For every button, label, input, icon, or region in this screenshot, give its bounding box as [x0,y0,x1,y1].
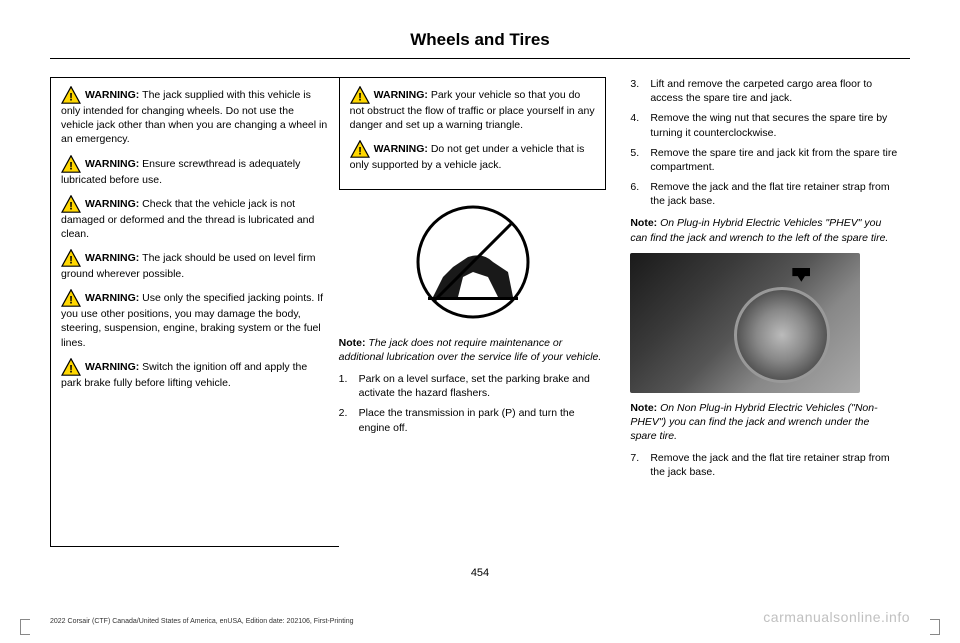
step-item: Remove the jack and the flat tire retain… [630,451,898,479]
warning-item: !WARNING: Use only the specified jacking… [61,289,329,350]
note-label: Note: [630,402,660,414]
warning-triangle-icon: ! [61,195,81,213]
step-item: Remove the jack and the flat tire retain… [630,180,898,208]
warning-triangle-icon: ! [61,358,81,376]
content-columns: !WARNING: The jack supplied with this ve… [50,77,910,547]
warning-triangle-icon: ! [61,155,81,173]
page-edge-mark [930,619,940,635]
warning-label: WARNING: [85,197,142,209]
warning-label: WARNING: [85,252,142,264]
column-3: Lift and remove the carpeted cargo area … [618,77,910,547]
warning-label: WARNING: [85,89,142,101]
warning-item: !WARNING: The jack supplied with this ve… [61,86,329,147]
steps-list: Remove the jack and the flat tire retain… [630,451,898,479]
svg-text:!: ! [69,255,73,267]
svg-text:!: ! [69,363,73,375]
step-item: Park on a level surface, set the parking… [339,372,607,400]
column-1: !WARNING: The jack supplied with this ve… [50,77,339,547]
note-label: Note: [630,217,660,229]
note-text: On Non Plug-in Hybrid Electric Vehicles … [630,402,877,442]
watermark: carmanualsonline.info [763,609,910,625]
warning-triangle-icon: ! [350,140,370,158]
warning-item: !WARNING: Check that the vehicle jack is… [61,195,329,241]
warning-box: !WARNING: Park your vehicle so that you … [339,77,607,190]
warning-item: !WARNING: Ensure screwthread is adequate… [61,155,329,187]
step-item: Remove the wing nut that secures the spa… [630,111,898,139]
svg-text:!: ! [69,160,73,172]
svg-text:!: ! [358,92,362,104]
warning-label: WARNING: [374,89,431,101]
svg-text:!: ! [358,146,362,158]
footer-meta: 2022 Corsair (CTF) Canada/United States … [50,618,353,625]
do-not-crawl-figure [339,202,607,326]
svg-text:!: ! [69,295,73,307]
warning-triangle-icon: ! [350,86,370,104]
note-block: Note: On Non Plug-in Hybrid Electric Veh… [630,401,898,444]
note-block: Note: On Plug-in Hybrid Electric Vehicle… [630,216,898,244]
step-item: Lift and remove the carpeted cargo area … [630,77,898,105]
warning-triangle-icon: ! [61,86,81,104]
warning-item: !WARNING: Park your vehicle so that you … [350,86,596,132]
note-label: Note: [339,337,369,349]
steps-list: Lift and remove the carpeted cargo area … [630,77,898,208]
warning-item: !WARNING: Switch the ignition off and ap… [61,358,329,390]
page-number: 454 [50,567,910,579]
column-2: !WARNING: Park your vehicle so that you … [339,77,619,547]
warning-triangle-icon: ! [61,249,81,267]
note-text: The jack does not require maintenance or… [339,337,602,363]
warning-label: WARNING: [374,143,431,155]
cargo-area-photo [630,253,860,393]
step-item: Remove the spare tire and jack kit from … [630,146,898,174]
warning-triangle-icon: ! [61,289,81,307]
warning-item: !WARNING: Do not get under a vehicle tha… [350,140,596,172]
prohibition-icon [413,202,533,322]
warning-label: WARNING: [85,292,142,304]
svg-text:!: ! [69,200,73,212]
warning-item: !WARNING: The jack should be used on lev… [61,249,329,281]
page-title: Wheels and Tires [50,30,910,59]
note-block: Note: The jack does not require maintena… [339,336,607,364]
steps-list: Park on a level surface, set the parking… [339,372,607,435]
warning-label: WARNING: [85,361,142,373]
step-item: Place the transmission in park (P) and t… [339,406,607,434]
warning-label: WARNING: [85,157,142,169]
page-edge-mark [20,619,30,635]
svg-text:!: ! [69,92,73,104]
note-text: On Plug-in Hybrid Electric Vehicles "PHE… [630,217,888,243]
